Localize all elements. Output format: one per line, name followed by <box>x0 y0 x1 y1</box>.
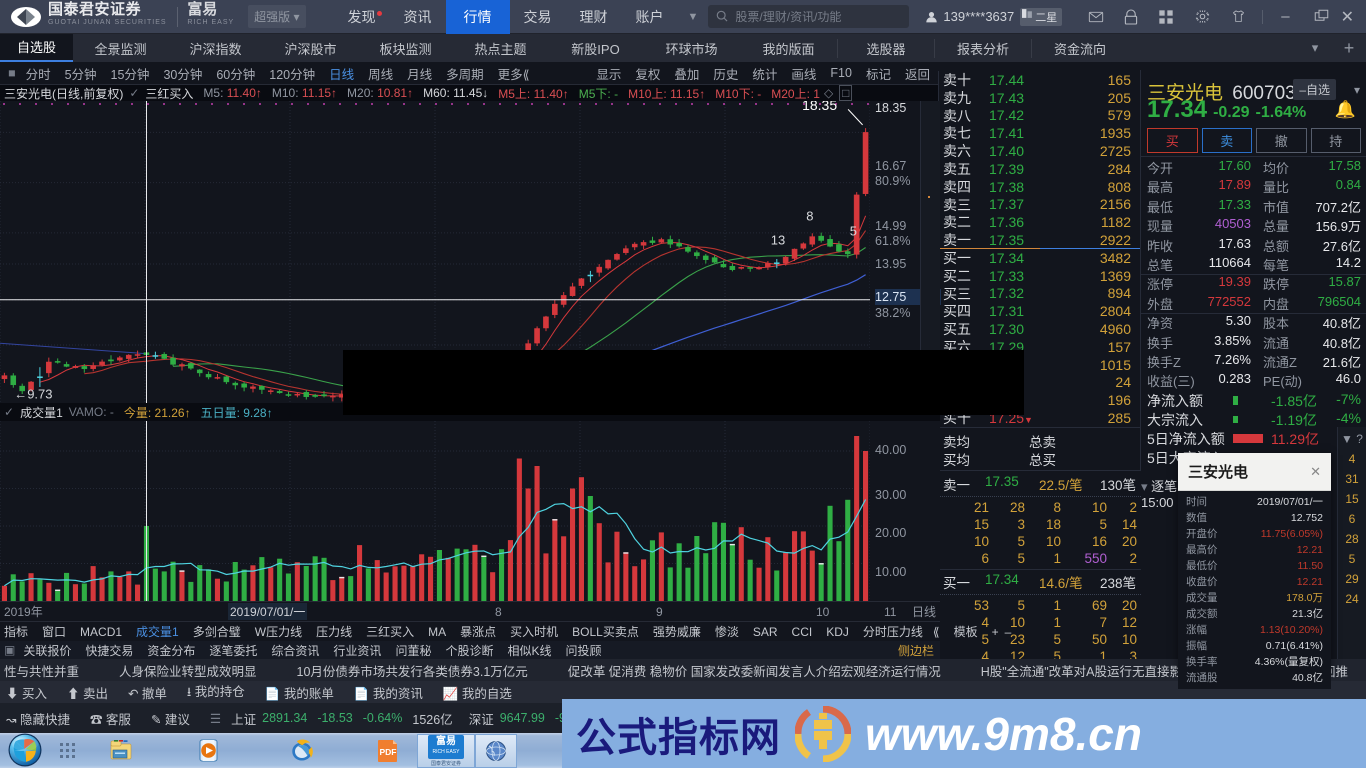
svg-text:5: 5 <box>850 224 857 239</box>
svg-text:18.35: 18.35 <box>802 101 837 113</box>
svg-text:13: 13 <box>771 233 785 248</box>
svg-text:←9.73: ←9.73 <box>14 387 52 402</box>
svg-text:8: 8 <box>806 209 813 224</box>
svg-text:PDF: PDF <box>380 747 397 757</box>
